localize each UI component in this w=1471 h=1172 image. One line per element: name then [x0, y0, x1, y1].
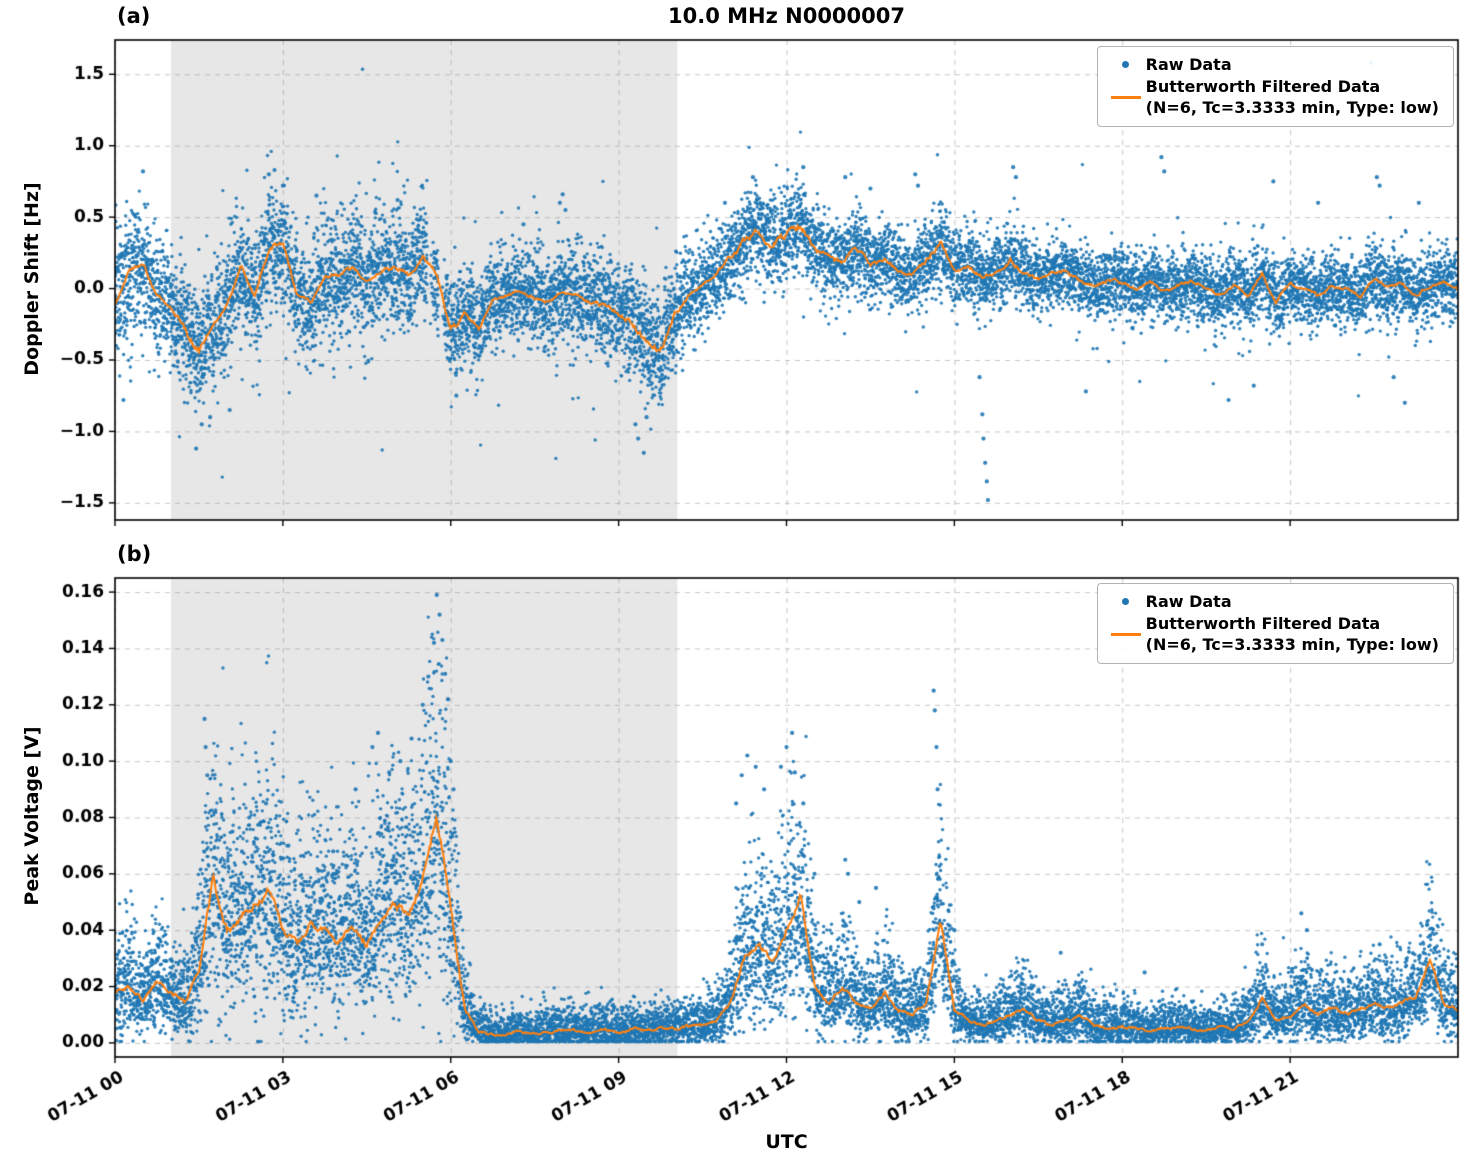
filtered-line-marker-icon	[1106, 632, 1146, 636]
legend-filtered-sublabel: (N=6, Tc=3.3333 min, Type: low)	[1145, 98, 1439, 118]
legend-entry-filtered: Butterworth Filtered Data (N=6, Tc=3.333…	[1106, 613, 1439, 656]
figure-title: 10.0 MHz N0000007	[668, 4, 905, 28]
raw-data-marker-icon	[1106, 598, 1146, 606]
y-axis-label-doppler: Doppler Shift [Hz]	[21, 182, 43, 376]
legend-panel-a: Raw Data Butterworth Filtered Data (N=6,…	[1096, 46, 1454, 127]
y-axis-label-voltage: Peak Voltage [V]	[21, 726, 43, 906]
x-axis-label-utc: UTC	[765, 1131, 808, 1153]
legend-raw-label: Raw Data	[1145, 592, 1232, 611]
panel-a-label: (a)	[117, 4, 151, 28]
legend-filtered-sublabel: (N=6, Tc=3.3333 min, Type: low)	[1145, 635, 1439, 655]
legend-entry-raw: Raw Data	[1106, 591, 1439, 613]
legend-entry-filtered: Butterworth Filtered Data (N=6, Tc=3.333…	[1106, 76, 1439, 119]
raw-data-marker-icon	[1106, 61, 1146, 69]
legend-raw-label: Raw Data	[1145, 55, 1232, 74]
panel-b-label: (b)	[117, 542, 152, 566]
legend-entry-raw: Raw Data	[1106, 54, 1439, 76]
legend-filtered-label: Butterworth Filtered Data	[1145, 613, 1381, 633]
filtered-line-marker-icon	[1106, 95, 1146, 99]
legend-panel-b: Raw Data Butterworth Filtered Data (N=6,…	[1096, 583, 1454, 664]
legend-filtered-label: Butterworth Filtered Data	[1145, 76, 1381, 96]
